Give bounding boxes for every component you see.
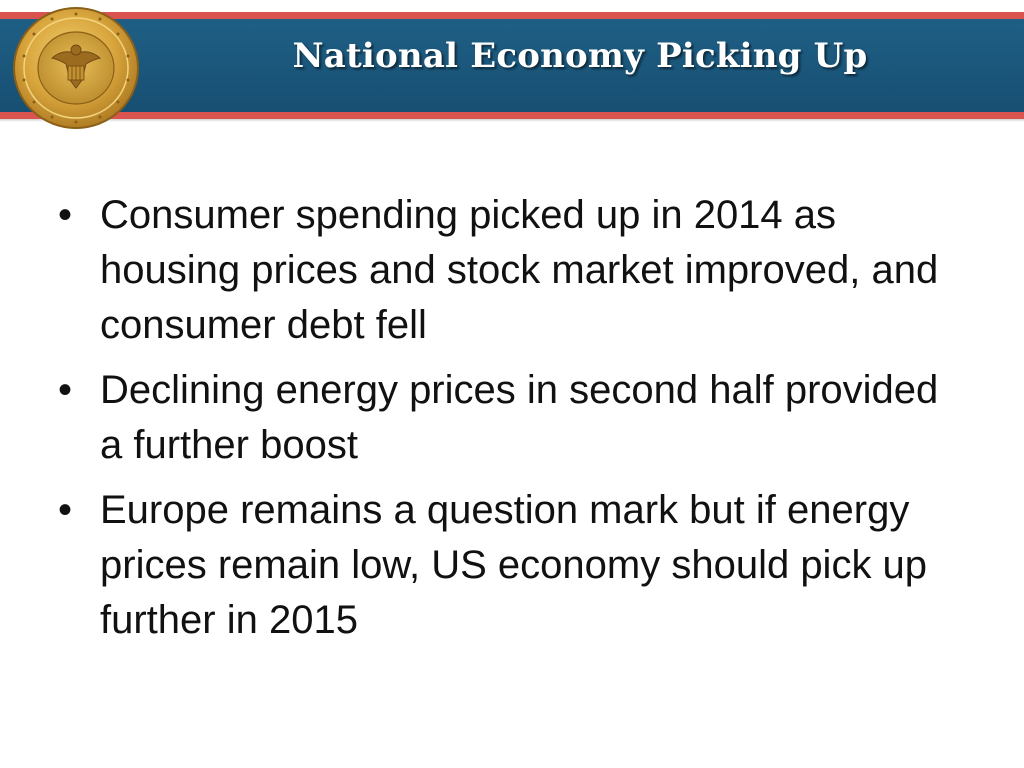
bullet-marker: • <box>58 368 73 412</box>
bullet-text: Declining energy prices in second half p… <box>100 368 939 467</box>
header-shadow <box>0 119 1024 122</box>
bullet-item: • Declining energy prices in second half… <box>58 363 958 473</box>
federal-reserve-seal-icon <box>13 7 139 129</box>
header-bottom-stripe <box>0 112 1024 119</box>
bullet-item: • Europe remains a question mark but if … <box>58 483 958 648</box>
slide-title: National Economy Picking Up <box>292 36 868 76</box>
bullet-marker: • <box>58 193 73 237</box>
bullet-text: Consumer spending picked up in 2014 as h… <box>100 193 939 347</box>
header-band <box>0 19 1024 112</box>
header-top-stripe <box>0 12 1024 19</box>
bullet-item: • Consumer spending picked up in 2014 as… <box>58 188 958 353</box>
bullet-text: Europe remains a question mark but if en… <box>100 488 928 642</box>
bullet-list: • Consumer spending picked up in 2014 as… <box>58 188 958 658</box>
bullet-marker: • <box>58 488 73 532</box>
